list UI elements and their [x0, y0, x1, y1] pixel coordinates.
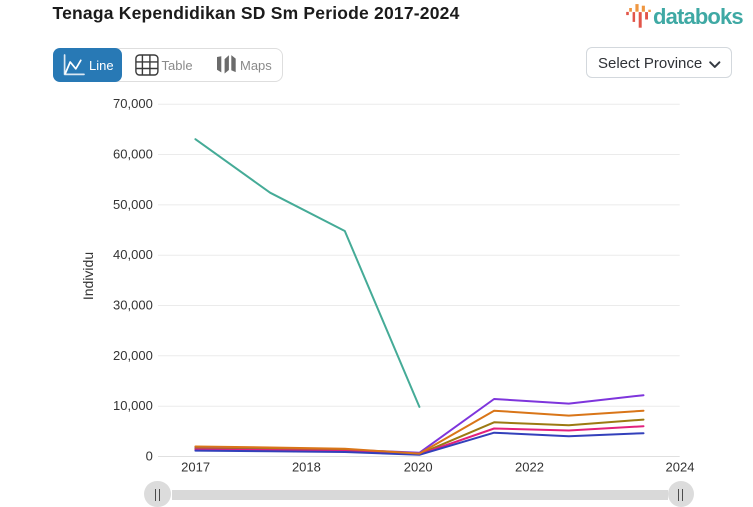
- svg-text:2022: 2022: [515, 460, 544, 475]
- svg-text:30,000: 30,000: [113, 298, 153, 313]
- svg-text:60,000: 60,000: [113, 147, 153, 162]
- svg-text:2020: 2020: [404, 460, 433, 475]
- svg-text:2018: 2018: [292, 460, 321, 475]
- svg-text:2017: 2017: [181, 460, 210, 475]
- svg-text:40,000: 40,000: [113, 247, 153, 262]
- svg-text:0: 0: [146, 449, 153, 464]
- svg-text:20,000: 20,000: [113, 348, 153, 363]
- svg-text:50,000: 50,000: [113, 197, 153, 212]
- svg-text:70,000: 70,000: [113, 96, 153, 111]
- svg-text:10,000: 10,000: [113, 398, 153, 413]
- svg-text:2024: 2024: [666, 460, 695, 475]
- svg-text:Individu: Individu: [80, 252, 96, 300]
